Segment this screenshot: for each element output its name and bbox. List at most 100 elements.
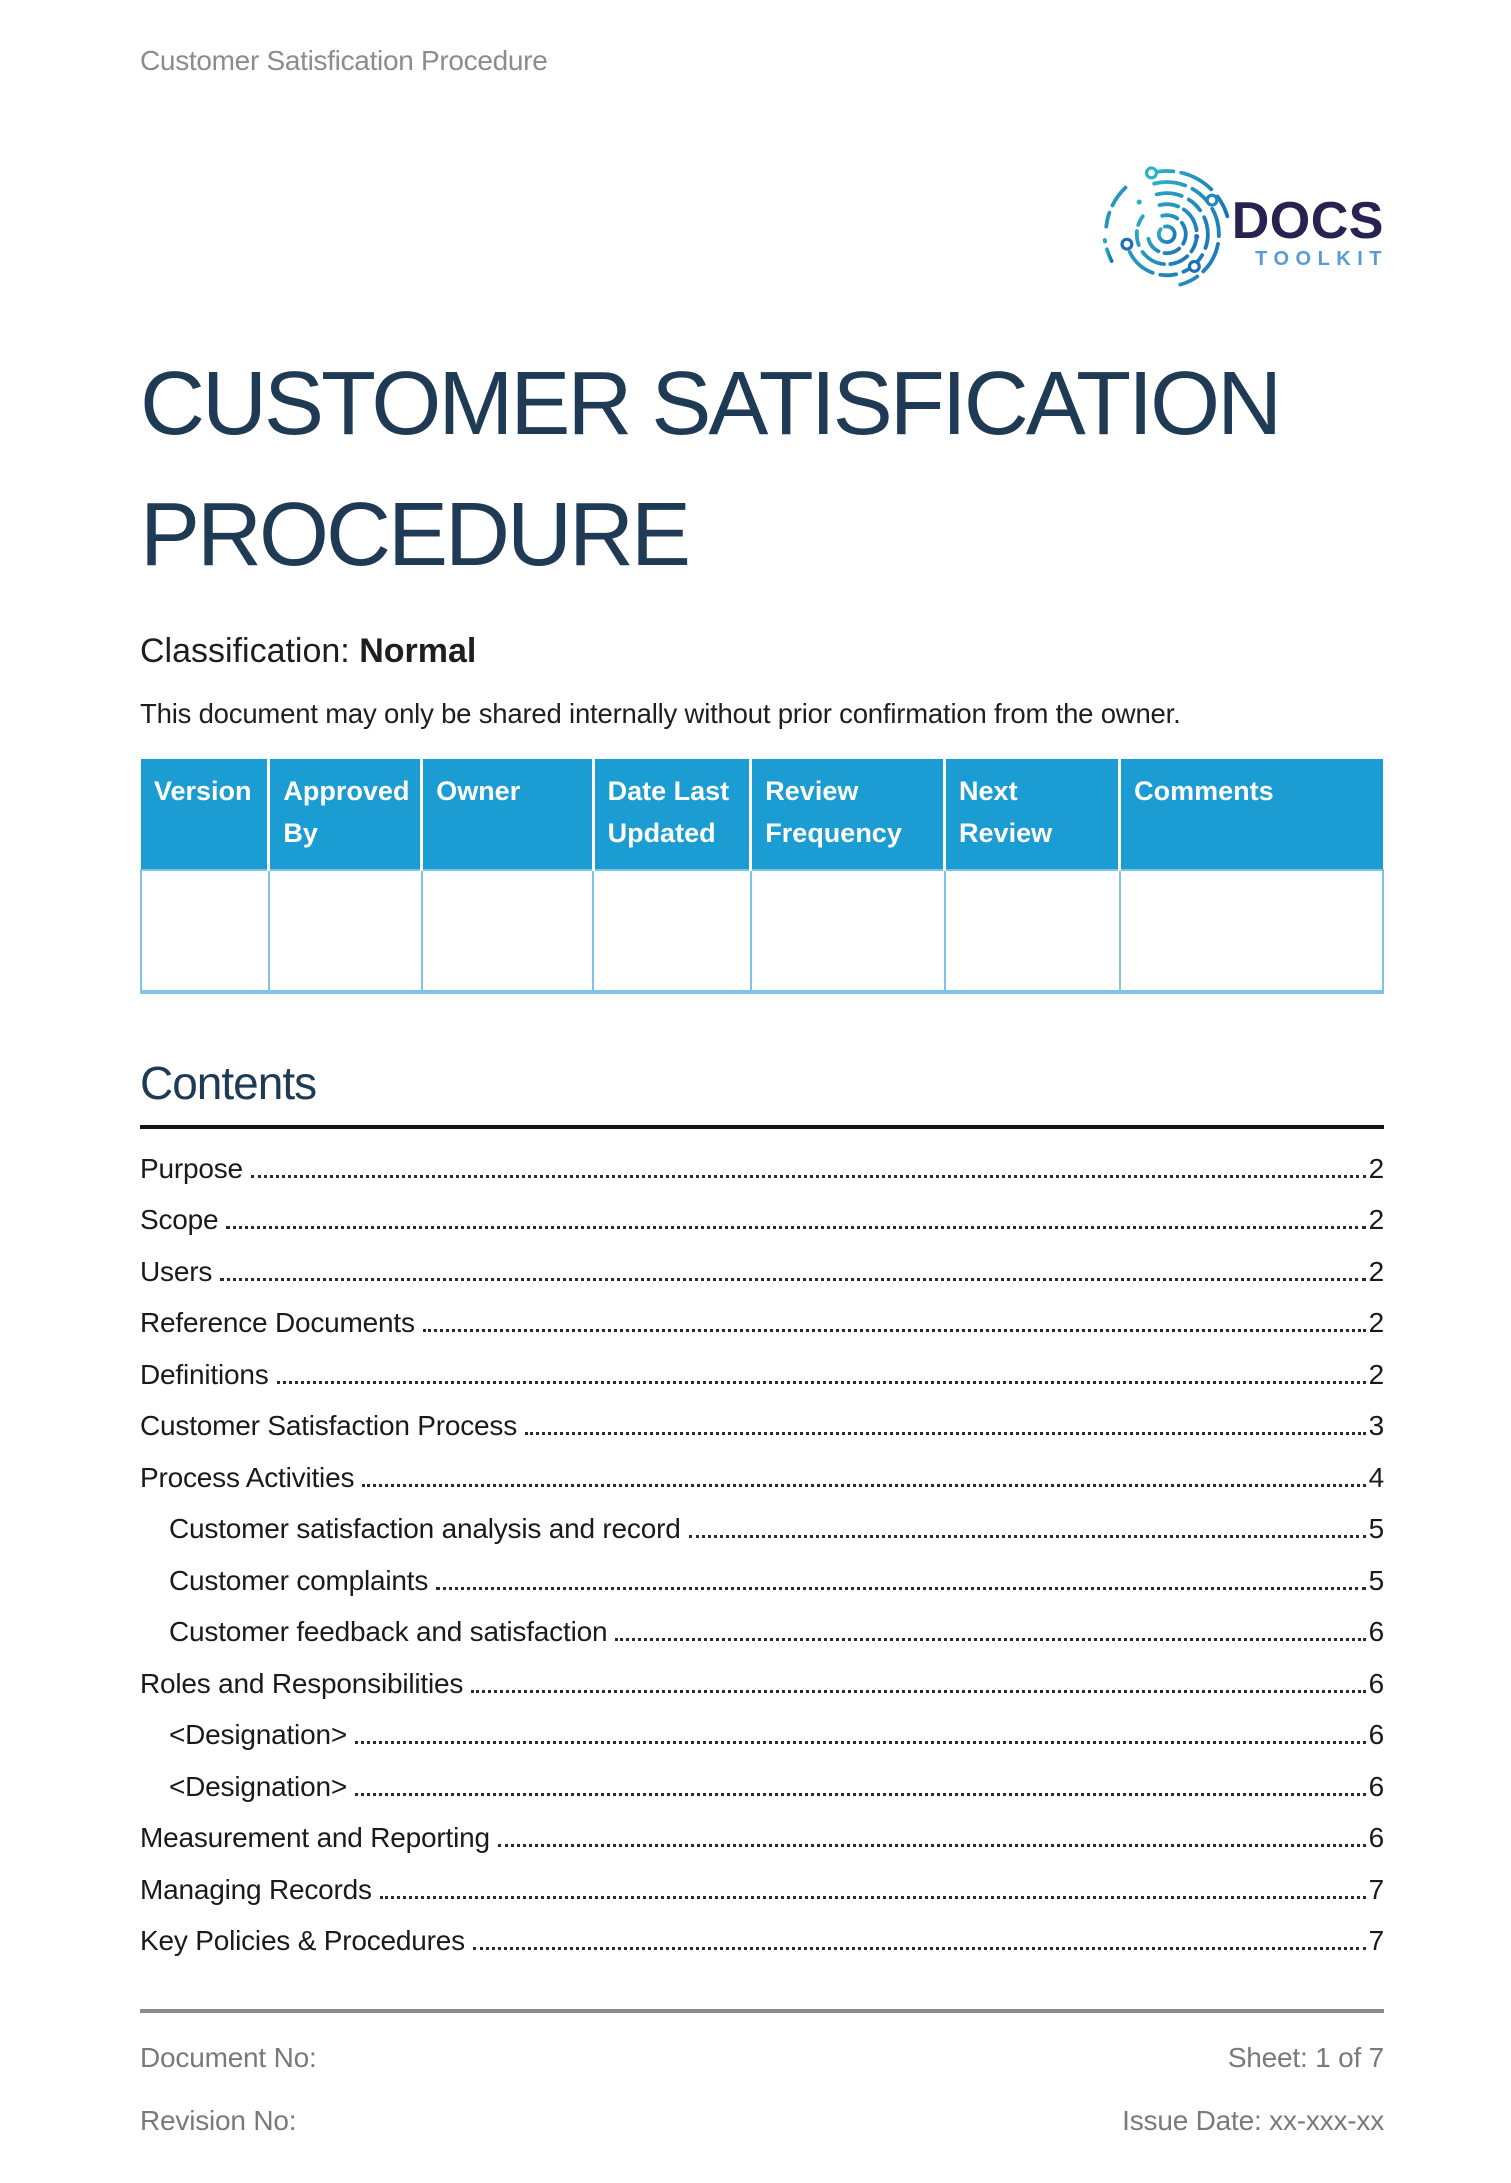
version-table-empty-row — [140, 869, 1385, 994]
toc-entry-page-number: 2 — [1368, 1255, 1385, 1287]
toc-entry-page-number: 6 — [1368, 1822, 1385, 1853]
version-table-cell[interactable] — [1118, 869, 1385, 994]
toc-dot-leader — [471, 1689, 1366, 1693]
version-table-cell[interactable] — [420, 869, 595, 994]
toc-dot-leader — [362, 1483, 1366, 1487]
toc-entry-label: Roles and Responsibilities — [140, 1667, 464, 1699]
fingerprint-circuit-icon — [1086, 149, 1246, 307]
toc-dot-leader — [436, 1586, 1366, 1590]
toc-entry-label: Measurement and Reporting — [140, 1822, 490, 1853]
version-table-cell[interactable] — [592, 869, 752, 994]
toc-entry-page-number: 4 — [1368, 1461, 1385, 1493]
toc-entry[interactable]: Customer feedback and satisfaction 6 — [140, 1599, 1384, 1651]
toc-entry-label: Scope — [140, 1204, 219, 1235]
document-title: CUSTOMER SATISFICATION PROCEDURE — [140, 339, 1384, 600]
logo-subbrand-text: TOOLKIT — [1255, 248, 1388, 270]
toc-entry[interactable]: Roles and Responsibilities 6 — [140, 1650, 1384, 1702]
toc-entry-page-number: 5 — [1368, 1513, 1385, 1544]
toc-entry[interactable]: Purpose 2 — [140, 1135, 1384, 1187]
toc-entry-label: Managing Records — [140, 1873, 372, 1905]
page-footer: Document No: Sheet: 1 of 7 Revision No: … — [140, 2009, 1384, 2137]
toc-entry-label: Process Activities — [140, 1461, 355, 1493]
footer-sheet: Sheet: 1 of 7 — [1227, 2042, 1384, 2073]
toc-entry-page-number: 2 — [1368, 1358, 1385, 1390]
version-table-column-header: Approved By — [268, 759, 424, 870]
contents-heading: Contents — [140, 1057, 317, 1109]
toc-entry[interactable]: Definitions 2 — [140, 1341, 1384, 1393]
toc-dot-leader — [226, 1226, 1366, 1229]
table-of-contents: Purpose 2 Scope 2 Users 2 Reference Documents 2… — [140, 1135, 1384, 1959]
toc-dot-leader — [379, 1895, 1366, 1899]
toc-entry-page-number: 7 — [1368, 1925, 1385, 1956]
toc-entry[interactable]: Managing Records 7 — [140, 1856, 1384, 1908]
toc-entry-page-number: 5 — [1368, 1564, 1385, 1596]
toc-entry-label: Customer satisfaction analysis and recor… — [169, 1513, 681, 1544]
toc-dot-leader — [472, 1947, 1366, 1950]
toc-entry[interactable]: Scope 2 — [140, 1187, 1384, 1239]
version-table-column-header: Version — [141, 759, 271, 870]
toc-entry-label: Reference Documents — [140, 1307, 415, 1338]
toc-entry[interactable]: Customer complaints 5 — [140, 1547, 1384, 1599]
version-table-header-row: Version Approved By Owner Date Last Updated… — [141, 759, 1383, 870]
toc-entry[interactable]: Reference Documents 2 — [140, 1290, 1384, 1342]
contents-divider — [140, 1125, 1384, 1129]
toc-entry-label: Purpose — [140, 1152, 243, 1184]
version-table-cell[interactable] — [943, 869, 1121, 994]
toc-dot-leader — [688, 1535, 1366, 1538]
toc-dot-leader — [276, 1380, 1366, 1384]
sharing-notice: This document may only be shared interna… — [140, 698, 1181, 729]
toc-dot-leader — [354, 1741, 1366, 1744]
toc-entry[interactable]: Key Policies & Procedures 7 — [140, 1908, 1384, 1960]
toc-entry[interactable]: <Designation> 6 — [140, 1702, 1384, 1754]
toc-entry-page-number: 7 — [1368, 1873, 1385, 1905]
toc-dot-leader — [220, 1277, 1366, 1281]
toc-entry-label: <Designation> — [169, 1719, 347, 1750]
version-table-column-header: Next Review — [944, 759, 1122, 870]
version-table-cell[interactable] — [140, 869, 270, 994]
version-table-column-header: Date Last Updated — [593, 759, 753, 870]
footer-document-no: Document No: — [140, 2042, 317, 2073]
toc-entry-page-number: 6 — [1368, 1616, 1385, 1647]
toc-entry[interactable]: Process Activities 4 — [140, 1444, 1384, 1496]
footer-issue-date: Issue Date: xx-xxx-xx — [1122, 2105, 1384, 2136]
toc-entry-label: Users — [140, 1255, 213, 1287]
docs-toolkit-logo: DOCS TOOLKIT — [1086, 149, 1384, 307]
classification-value: Normal — [359, 632, 477, 670]
toc-entry[interactable]: Customer Satisfaction Process 3 — [140, 1393, 1384, 1445]
toc-entry-page-number: 2 — [1368, 1204, 1385, 1235]
toc-dot-leader — [615, 1638, 1366, 1641]
toc-entry-label: Customer feedback and satisfaction — [169, 1616, 608, 1647]
classification-label: Classification: — [140, 632, 360, 670]
document-title-line2: PROCEDURE — [140, 484, 691, 585]
version-table-column-header: Review Frequency — [750, 759, 947, 870]
version-history-table: Version Approved By Owner Date Last Updated… — [140, 759, 1385, 994]
toc-entry-label: Customer complaints — [169, 1564, 429, 1596]
toc-entry[interactable]: <Designation> 6 — [140, 1753, 1384, 1805]
toc-entry[interactable]: Measurement and Reporting 6 — [140, 1805, 1384, 1857]
toc-dot-leader — [525, 1432, 1366, 1435]
toc-dot-leader — [422, 1329, 1366, 1332]
footer-divider — [140, 2009, 1384, 2013]
footer-revision-no: Revision No: — [140, 2105, 297, 2136]
document-title-line1: CUSTOMER SATISFICATION — [140, 354, 1282, 454]
toc-entry-page-number: 6 — [1368, 1770, 1385, 1802]
toc-entry-label: <Designation> — [169, 1770, 347, 1802]
version-table-column-header: Comments — [1119, 759, 1383, 870]
classification-line: Classification: Normal — [140, 632, 1384, 671]
toc-entry-page-number: 2 — [1368, 1307, 1385, 1338]
version-table-cell[interactable] — [749, 869, 946, 994]
running-header-title: Customer Satisfication Procedure — [140, 45, 548, 76]
version-table-column-header: Owner — [421, 759, 595, 870]
toc-entry[interactable]: Customer satisfaction analysis and recor… — [140, 1496, 1384, 1548]
toc-dot-leader — [354, 1792, 1366, 1796]
toc-entry-label: Customer Satisfaction Process — [140, 1410, 518, 1441]
toc-dot-leader — [250, 1174, 1366, 1178]
toc-entry[interactable]: Users 2 — [140, 1238, 1384, 1290]
toc-entry-page-number: 3 — [1368, 1410, 1385, 1441]
toc-entry-page-number: 6 — [1368, 1667, 1385, 1699]
version-table-cell[interactable] — [267, 869, 423, 994]
toc-entry-page-number: 2 — [1368, 1152, 1385, 1184]
toc-entry-label: Key Policies & Procedures — [140, 1925, 465, 1956]
toc-dot-leader — [497, 1844, 1366, 1847]
